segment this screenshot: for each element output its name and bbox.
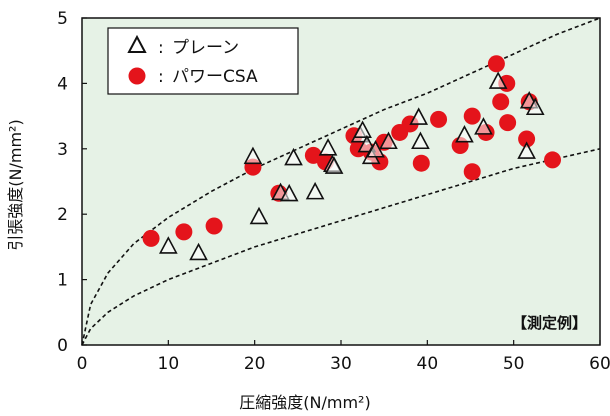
x-tick-label: 60 [589, 354, 610, 374]
legend-label-plain: プレーン [172, 38, 239, 58]
x-tick-label: 40 [417, 354, 439, 374]
power-csa-point [205, 217, 223, 235]
y-tick-label: 1 [57, 271, 68, 291]
plain-point [517, 141, 536, 159]
power-csa-point [412, 154, 430, 172]
x-tick-label: 0 [77, 354, 88, 374]
power-csa-point [487, 55, 505, 73]
x-tick-label: 30 [330, 354, 352, 374]
lower-envelope-line [81, 148, 601, 346]
plain-point [455, 125, 474, 143]
legend-colon-1: : [158, 38, 164, 58]
axis-ticks: 0 10 20 30 40 50 60 0 1 2 3 4 5 [57, 9, 610, 374]
plain-point [409, 107, 429, 125]
plain-point [305, 181, 325, 200]
plain-point [488, 71, 508, 89]
plain-point [324, 156, 344, 174]
plain-point [411, 131, 430, 150]
data-points [142, 55, 562, 261]
legend-circle-icon [128, 67, 146, 85]
x-tick-label: 50 [503, 354, 525, 374]
x-tick-label: 20 [244, 354, 266, 374]
power-csa-point [430, 110, 448, 128]
x-axis-label: 圧縮強度(N/mm²) [239, 393, 370, 412]
power-csa-point [463, 163, 481, 181]
power-csa-point [175, 223, 193, 241]
plain-point [366, 140, 385, 158]
plain-point [525, 97, 545, 116]
y-tick-label: 2 [57, 205, 68, 225]
legend-label-power-csa: パワーCSA [172, 67, 258, 87]
power-csa-point [492, 93, 510, 111]
plain-point [353, 120, 372, 138]
power-csa-point [518, 130, 536, 148]
plain-point [279, 183, 299, 202]
y-tick-label: 5 [57, 9, 68, 29]
plain-point [318, 138, 338, 156]
legend-colon-2: : [158, 67, 164, 87]
plain-point [379, 131, 398, 150]
y-tick-label: 0 [57, 336, 68, 356]
plain-point [249, 206, 269, 225]
y-axis-label: 引張強度(N/mm²) [6, 119, 25, 250]
y-tick-label: 4 [57, 74, 68, 94]
legend: : プレーン : パワーCSA [107, 27, 299, 95]
power-csa-point [142, 229, 160, 247]
power-csa-point [544, 151, 562, 169]
plain-point [243, 146, 263, 165]
plain-point [474, 117, 493, 135]
power-csa-point [499, 114, 517, 132]
plain-point [284, 147, 303, 166]
plain-point [189, 242, 208, 261]
y-tick-label: 3 [57, 140, 68, 160]
legend-triangle-icon [127, 34, 147, 53]
power-csa-point [463, 107, 481, 125]
measurement-example-note: 【測定例】 [512, 314, 587, 332]
x-tick-label: 10 [158, 354, 180, 374]
plain-point [158, 236, 178, 254]
